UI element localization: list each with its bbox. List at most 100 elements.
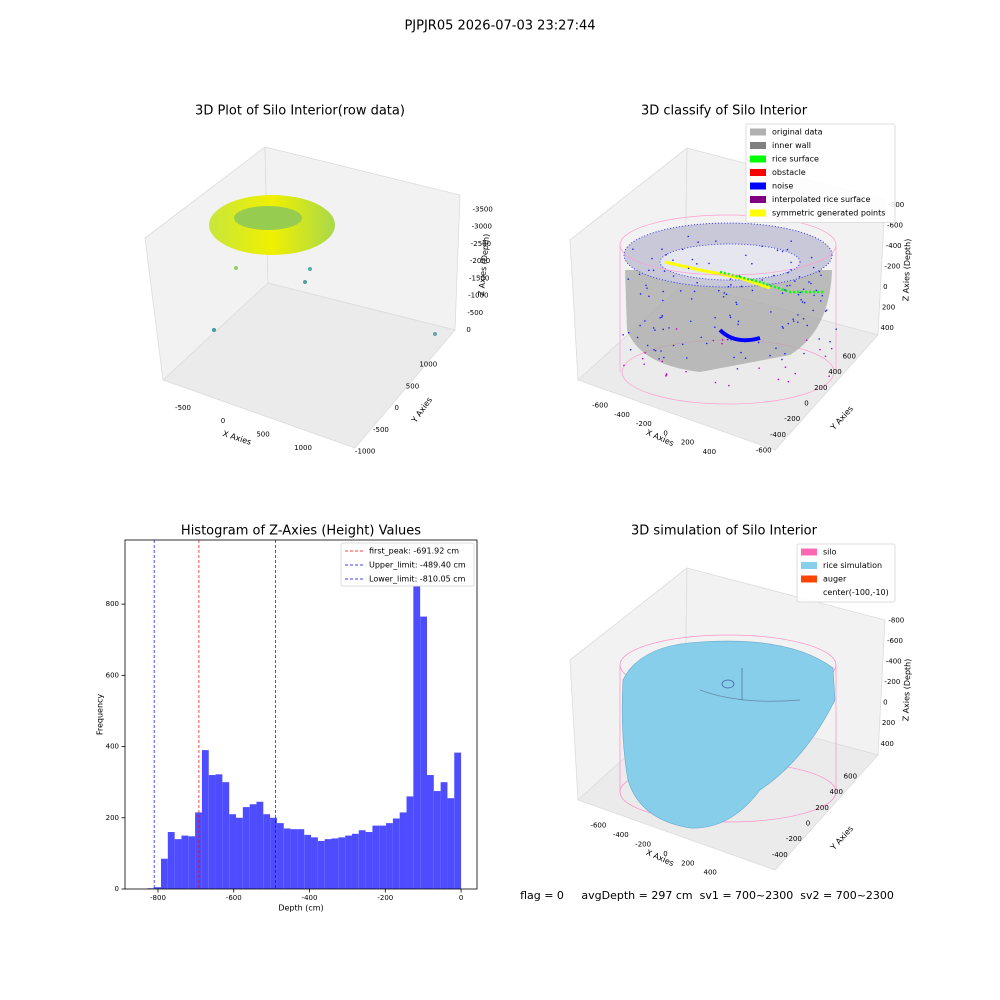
x-tick-label: 400	[703, 448, 716, 456]
dot	[714, 326, 716, 328]
auger-center	[721, 679, 735, 689]
dot	[685, 370, 687, 373]
dot	[787, 271, 789, 274]
dot	[818, 270, 821, 273]
dot	[641, 357, 644, 360]
x-tick-label: -200	[377, 894, 393, 902]
dot	[751, 289, 754, 292]
legend-label: rice surface	[772, 155, 819, 164]
x-tick-label: 0	[459, 894, 463, 902]
legend-label: interpolated rice surface	[772, 195, 870, 204]
z-tick-label: 200	[882, 303, 895, 311]
y-tick-label: 0	[115, 885, 119, 893]
dot	[757, 341, 760, 344]
dot	[730, 284, 732, 286]
legend-swatch	[801, 548, 817, 556]
z-tick-label: -500	[467, 309, 483, 317]
dot	[812, 309, 814, 312]
bar	[324, 839, 332, 889]
y-tick-label: 200	[106, 814, 119, 822]
dot	[687, 267, 690, 270]
x-tick-label: -500	[175, 404, 191, 412]
pane	[162, 282, 456, 449]
legend-swatch	[750, 155, 766, 163]
dot	[714, 316, 716, 319]
bar	[167, 832, 175, 889]
bar	[188, 836, 196, 889]
dot	[629, 348, 632, 351]
footer: flag = 0 avgDepth = 297 cm sv1 = 700~230…	[520, 889, 894, 902]
dot	[623, 364, 625, 367]
dot	[627, 331, 630, 334]
dot	[721, 342, 723, 345]
y-tick-label: 0	[394, 404, 398, 412]
dot	[663, 270, 666, 272]
dot	[787, 380, 790, 383]
legend-label: Upper_limit: -489.40 cm	[369, 561, 466, 570]
bar	[399, 812, 407, 889]
bar	[297, 829, 305, 889]
z-tick-label: 0	[466, 326, 470, 334]
dot	[792, 318, 794, 321]
y-tick-label: 500	[406, 382, 419, 390]
bar	[290, 829, 298, 889]
x-tick-label: -200	[635, 840, 651, 848]
x-axis-label: Depth (cm)	[278, 904, 323, 913]
z-tick-label: -200	[884, 678, 900, 686]
bar	[208, 775, 216, 889]
dot	[790, 261, 792, 264]
z-tick-label: -1500	[469, 274, 489, 282]
y-tick-label: 400	[830, 788, 843, 796]
point	[433, 332, 437, 336]
bar	[215, 774, 223, 889]
bar	[454, 752, 462, 889]
dot	[686, 357, 688, 359]
x-tick-label: 500	[256, 431, 269, 439]
x-tick-label: -400	[613, 831, 629, 839]
z-tick-label: 0	[883, 283, 887, 291]
y-axis-label: Frequency	[96, 694, 105, 736]
dot	[745, 254, 747, 257]
y-tick-label: -1000	[355, 448, 375, 456]
point	[234, 266, 238, 270]
dot	[693, 290, 696, 293]
legend-swatch	[750, 196, 766, 203]
dot	[810, 256, 813, 259]
x-tick-label: 400	[703, 869, 716, 877]
bar	[317, 840, 325, 889]
dot	[679, 290, 682, 292]
chart-title: 3D classify of Silo Interior	[641, 104, 808, 119]
dot	[736, 367, 739, 370]
suptitle: PJPJR05 2026-07-03 23:27:44	[404, 19, 595, 34]
z-tick-label: -2000	[470, 257, 490, 265]
dot	[717, 289, 720, 292]
dot	[651, 257, 653, 260]
dot	[708, 262, 710, 265]
dot	[781, 358, 783, 361]
bar	[201, 750, 209, 889]
z-tick-label: 400	[881, 740, 894, 748]
z-tick-label: -800	[888, 201, 904, 209]
dot	[813, 294, 815, 297]
dot	[824, 310, 827, 312]
bar	[236, 817, 243, 889]
z-tick-label: -600	[887, 637, 903, 645]
legend-label: center(-100,-10)	[823, 588, 889, 597]
dot	[681, 248, 684, 251]
classified-points	[619, 214, 837, 405]
y-tick-label: 0	[804, 400, 808, 408]
dot	[802, 288, 805, 290]
legend-label: obstacle	[772, 168, 806, 177]
y-tick-label: 800	[106, 600, 119, 608]
surface-fold	[699, 689, 801, 702]
dot	[758, 367, 760, 370]
dot	[663, 356, 665, 359]
chart-title: 3D simulation of Silo Interior	[631, 524, 818, 539]
dot	[808, 281, 810, 283]
legend-swatch	[750, 182, 766, 190]
z-axis-label: Z Axies (Depth)	[901, 659, 912, 722]
dot	[819, 348, 821, 351]
legend-label: first_peak: -691.92 cm	[369, 547, 459, 556]
dot	[740, 285, 743, 288]
dot	[654, 349, 657, 352]
